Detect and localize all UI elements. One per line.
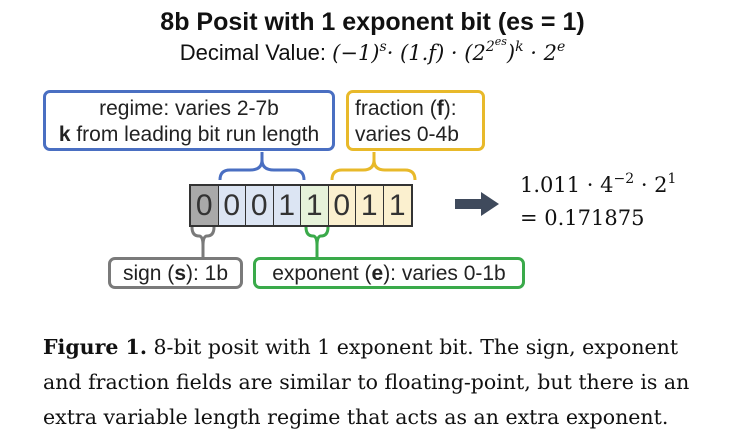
regime-label-line1: regime: varies 2-7b <box>99 97 279 120</box>
bit-fraction: 1 <box>356 186 384 225</box>
caption-line1: Figure 1. 8-bit posit with 1 exponent bi… <box>43 335 679 359</box>
sign-brace <box>190 226 216 257</box>
result-arrow <box>455 192 499 216</box>
bit-sign: 0 <box>191 186 219 225</box>
formula-math: (−1)s· (1.f) · (22es)k · 2e <box>332 35 566 65</box>
regime-label-line2: k from leading bit run length <box>58 123 320 146</box>
bit-regime: 0 <box>218 186 246 225</box>
bit-regime: 1 <box>273 186 301 225</box>
regime-label-box: regime: varies 2-7b k from leading bit r… <box>43 90 335 151</box>
caption-line3: extra variable length regime that acts a… <box>43 405 669 429</box>
result-line2: = 0.171875 <box>520 206 645 230</box>
bit-fraction: 1 <box>383 186 411 225</box>
fraction-label-box: fraction (f): varies 0-4b <box>346 90 485 151</box>
bit-exponent: 1 <box>301 186 329 225</box>
fraction-label-line2: varies 0-4b <box>355 123 459 146</box>
fraction-label-line1: fraction (f): <box>355 97 457 120</box>
figure-caption: Figure 1. 8-bit posit with 1 exponent bi… <box>43 330 733 435</box>
result-value: 1.011 · 4−2 · 21 = 0.171875 <box>520 170 676 233</box>
decimal-value-formula: Decimal Value: (−1)s· (1.f) · (22es)k · … <box>0 35 745 72</box>
diagram-title: 8b Posit with 1 exponent bit (es = 1) <box>160 8 585 36</box>
sign-label-box: sign (s): 1b <box>108 257 243 289</box>
bit-regime: 0 <box>246 186 274 225</box>
caption-line2: and fraction fields are similar to float… <box>43 370 690 394</box>
bit-fraction: 0 <box>328 186 356 225</box>
formula-prefix: Decimal Value: <box>179 40 327 65</box>
fraction-brace <box>330 152 417 181</box>
result-line1: 1.011 · 4−2 · 21 <box>520 171 677 197</box>
exponent-brace <box>304 226 330 257</box>
regime-brace <box>218 152 306 181</box>
exponent-label-box: exponent (e): varies 0-1b <box>253 257 525 289</box>
